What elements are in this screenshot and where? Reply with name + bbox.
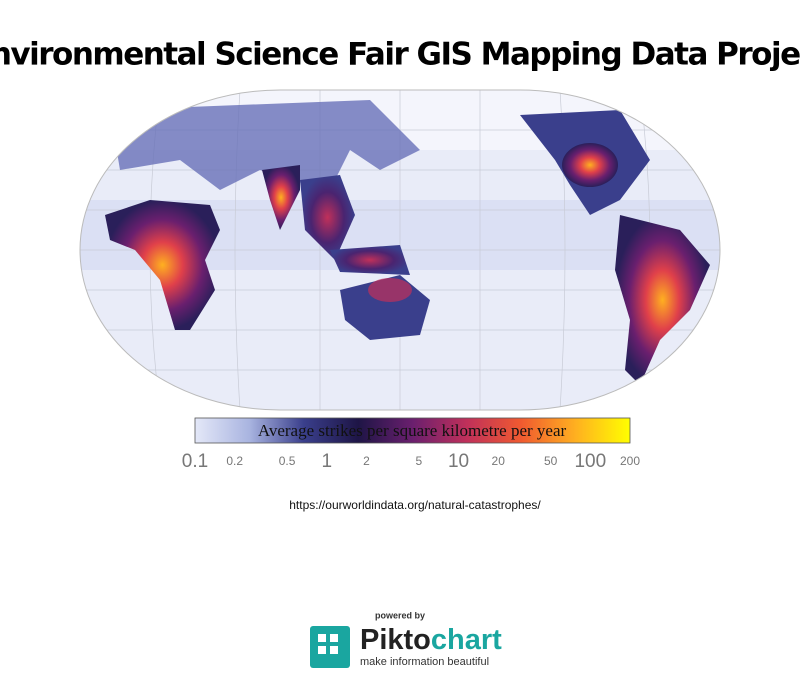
legend-tick-label: 5: [416, 454, 423, 468]
powered-by: powered by: [375, 610, 425, 620]
brand: Piktochart: [360, 624, 502, 656]
legend-title: Average strikes per square kilometre per…: [258, 421, 567, 440]
legend-tick-label: 1: [321, 451, 332, 472]
legend-tick-label: 100: [574, 451, 606, 472]
logo: [310, 626, 350, 668]
map-border: [79, 89, 721, 411]
legend-tick-label: 0.5: [279, 454, 296, 468]
legend-tick-label: 50: [544, 454, 558, 468]
map: [80, 90, 720, 410]
legend-tick-label: 2: [363, 454, 370, 468]
title: Environmental Science Fair GIS Mapping D…: [0, 37, 800, 73]
legend-ticks: 0.1 0.2 0.5 1 2 5 10 20 50 100 200: [182, 451, 641, 472]
legend-tick-label: 200: [620, 454, 640, 468]
color-bar: [194, 417, 631, 444]
legend-tick-label: 20: [492, 454, 506, 468]
legend: Average strikes per square kilometre per…: [182, 417, 641, 472]
source: https://ourworldindata.org/natural-catas…: [289, 498, 541, 512]
legend-tick-label: 10: [448, 451, 469, 472]
legend-tick-label: 0.2: [226, 454, 243, 468]
brand-part: chart: [431, 624, 502, 656]
footer: powered by Piktochart make information b…: [310, 610, 502, 668]
tagline: make information beautiful: [360, 656, 489, 668]
legend-tick-label: 0.1: [182, 451, 208, 472]
brand-part: Pikto: [360, 624, 431, 656]
